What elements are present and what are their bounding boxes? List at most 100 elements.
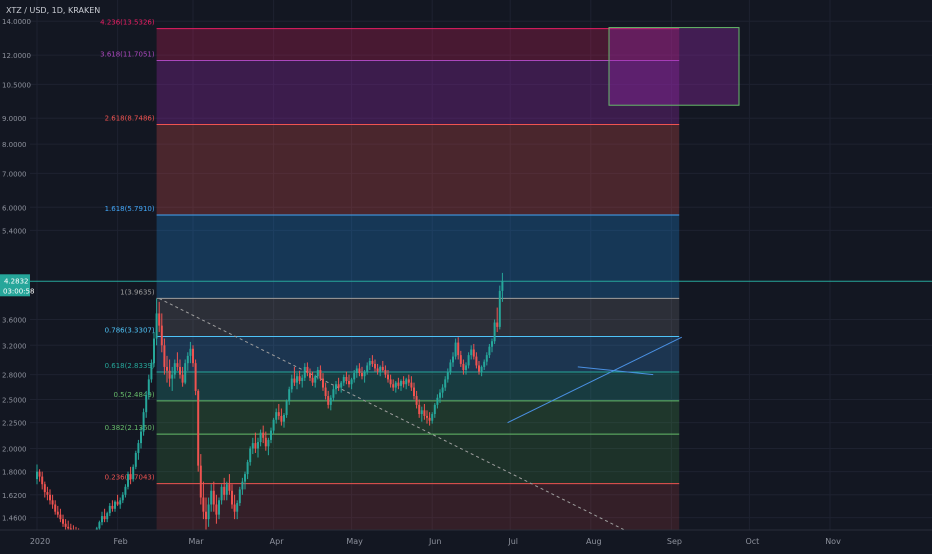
fib-zone <box>156 434 680 484</box>
price-badge-countdown: 03:00:58 <box>3 287 34 295</box>
candle-body <box>431 414 434 421</box>
candle-body <box>228 484 231 491</box>
candle-body <box>168 370 171 379</box>
candle-body <box>251 443 254 449</box>
candle-body <box>462 363 465 370</box>
candle-body <box>145 395 148 413</box>
candle-body <box>238 489 241 504</box>
fib-zone <box>156 124 680 216</box>
fib-level-label: 1.618(5.7910) <box>105 205 155 213</box>
candle-body <box>127 474 129 487</box>
y-axis-tick-label: 6.0000 <box>2 204 27 212</box>
candle-body <box>56 511 59 515</box>
candle-body <box>348 380 350 385</box>
fib-level-label: 3.618(11.7051) <box>100 51 155 59</box>
x-axis-tick-label: Jul <box>507 537 518 546</box>
y-axis-tick-label: 12.0000 <box>2 52 31 60</box>
candle-body <box>452 356 454 363</box>
candles-group <box>36 272 504 542</box>
candle-body <box>54 504 57 512</box>
candle-body <box>355 368 358 374</box>
candle-body <box>353 373 356 380</box>
candle-body <box>199 465 202 498</box>
candle-body <box>218 500 220 515</box>
fib-zone <box>156 483 680 530</box>
candle-body <box>296 376 298 383</box>
candle-body <box>316 369 319 377</box>
candle-body <box>129 474 132 480</box>
candle-body <box>59 514 62 520</box>
candle-body <box>155 313 158 339</box>
candle-body <box>111 505 114 509</box>
fib-zone <box>156 336 680 372</box>
candle-body <box>272 419 275 431</box>
candle-body <box>244 474 246 482</box>
y-axis-tick-label: 1.8000 <box>2 469 27 477</box>
candle-body <box>210 490 213 505</box>
candle-body <box>376 368 379 372</box>
candle-body <box>314 376 317 383</box>
candle-body <box>493 322 496 342</box>
fib-zone <box>156 298 680 337</box>
candle-body <box>457 342 460 356</box>
candle-body <box>36 471 38 480</box>
y-axis-tick-label: 8.0000 <box>2 141 27 149</box>
y-axis-panel <box>0 0 30 530</box>
candle-body <box>275 412 278 420</box>
candle-body <box>405 379 408 385</box>
candle-body <box>264 437 267 447</box>
candle-body <box>480 366 483 372</box>
candle-body <box>301 377 304 381</box>
x-axis-panel <box>0 530 932 550</box>
candle-body <box>413 387 415 397</box>
candle-body <box>309 373 311 378</box>
candle-body <box>153 338 155 364</box>
x-axis-tick-label: Mar <box>188 537 204 546</box>
y-axis-tick-label: 2.5000 <box>2 397 27 405</box>
candle-body <box>402 380 405 385</box>
candle-body <box>108 505 111 514</box>
candle-body <box>324 387 327 397</box>
x-axis-tick-label: Sep <box>667 537 682 546</box>
candle-body <box>202 497 205 512</box>
candle-body <box>140 431 142 444</box>
candle-body <box>361 373 363 377</box>
candle-body <box>197 390 200 466</box>
candle-body <box>194 363 197 391</box>
candle-body <box>124 486 127 495</box>
candle-body <box>46 492 49 495</box>
candle-body <box>371 360 374 364</box>
x-axis-tick-label: 2020 <box>30 537 50 546</box>
trendline <box>577 366 654 376</box>
fib-zone <box>156 371 680 401</box>
candle-body <box>397 382 400 386</box>
candle-body <box>267 439 270 447</box>
candle-body <box>181 374 184 383</box>
candle-body <box>428 417 431 421</box>
candle-body <box>212 490 215 505</box>
fib-zone <box>156 215 680 299</box>
candle-body <box>337 384 340 388</box>
candle-body <box>407 379 410 383</box>
candle-body <box>270 430 272 440</box>
candle-body <box>298 376 301 381</box>
candle-body <box>303 366 306 378</box>
candle-body <box>43 484 46 493</box>
candle-body <box>498 290 501 327</box>
y-axis-tick-label: 2.8000 <box>2 372 27 380</box>
candle-body <box>215 504 218 515</box>
candle-body <box>345 376 348 381</box>
candle-body <box>332 389 335 398</box>
candle-body <box>166 366 168 371</box>
candle-body <box>327 396 330 405</box>
y-axis-tick-label: 2.0000 <box>2 446 27 454</box>
x-axis-tick-label: Apr <box>270 537 285 546</box>
candle-body <box>176 363 179 367</box>
candle-body <box>306 366 309 374</box>
candle-body <box>160 325 163 346</box>
fib-level-label: 2.618(8.7486) <box>105 114 155 122</box>
candle-body <box>350 379 353 385</box>
